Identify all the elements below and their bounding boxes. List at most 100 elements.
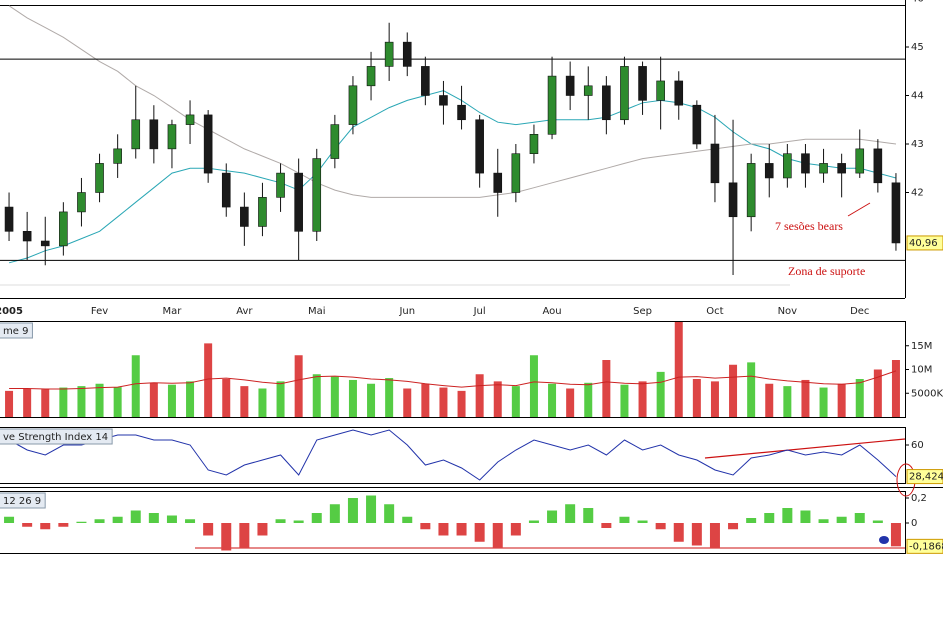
moving-average xyxy=(8,5,897,198)
x-tick-label: Aou xyxy=(542,306,561,317)
volume-bar xyxy=(584,382,593,417)
panel-title: ve Strength Index 14 xyxy=(3,432,108,443)
candle-body xyxy=(583,85,593,96)
histogram-bar xyxy=(185,519,196,523)
candle-body xyxy=(457,104,466,121)
candle-body xyxy=(221,172,231,208)
last-value-box xyxy=(906,469,943,485)
histogram-bar xyxy=(890,523,901,547)
moving-average xyxy=(8,90,897,264)
candle-body xyxy=(240,206,249,227)
histogram-bar xyxy=(601,523,612,528)
histogram-bar xyxy=(239,523,250,548)
volume-bar xyxy=(710,381,719,417)
volume-bar xyxy=(855,379,864,417)
volume-bar xyxy=(367,383,376,417)
volume-bar xyxy=(837,383,846,417)
histogram-bar xyxy=(438,523,449,536)
candle-body xyxy=(529,134,539,155)
last-value-label: -0,1868 xyxy=(909,541,943,552)
volume-bar xyxy=(421,383,430,417)
candle-body xyxy=(77,192,86,213)
frame-box xyxy=(0,427,906,484)
x-tick-label: Mai xyxy=(308,306,326,317)
histogram-bar xyxy=(655,523,666,530)
candle-body xyxy=(59,211,68,247)
histogram-bar xyxy=(836,516,847,523)
volume-bar xyxy=(41,389,50,417)
candle-body xyxy=(22,231,32,242)
candle-body xyxy=(402,41,412,67)
volume-bar xyxy=(167,384,176,417)
histogram-bar xyxy=(637,520,648,523)
y-tick-label: 5000K xyxy=(911,388,943,399)
histogram-bar xyxy=(782,508,793,523)
volume-bar xyxy=(131,355,140,417)
candle-body xyxy=(710,143,720,184)
histogram-bar xyxy=(347,498,358,523)
histogram-bar xyxy=(257,523,268,536)
histogram-bar xyxy=(384,504,395,523)
candle-body xyxy=(312,158,322,232)
volume-bar xyxy=(602,360,611,417)
candle-body xyxy=(565,75,575,96)
y-tick-label: 10M xyxy=(911,365,932,376)
histogram-bar xyxy=(619,516,630,523)
volume-bar xyxy=(77,386,86,417)
y-tick-label: 0 xyxy=(911,518,917,529)
candle-body xyxy=(113,148,122,164)
histogram-bar xyxy=(4,516,15,523)
candle-body xyxy=(294,172,303,232)
candle-body xyxy=(185,114,195,125)
last-value-box xyxy=(906,235,943,251)
candle-body xyxy=(276,172,285,198)
candle-body xyxy=(203,114,213,174)
x-tick-label: Sep xyxy=(633,306,652,317)
panel-title: 12 26 9 xyxy=(3,496,41,507)
candle-body xyxy=(4,206,14,232)
volume-bar xyxy=(493,381,502,417)
x-tick-label: Nov xyxy=(778,306,798,317)
candle-body xyxy=(837,163,846,174)
y-tick-label: 0,2 xyxy=(911,493,927,504)
histogram-bar xyxy=(764,513,775,523)
volume-bar xyxy=(5,390,14,417)
y-tick-label: 15M xyxy=(911,341,932,352)
histogram-bar xyxy=(148,513,159,523)
histogram-bar xyxy=(547,510,558,523)
volume-bar xyxy=(222,379,231,417)
volume-bar xyxy=(548,383,557,417)
volume-bar xyxy=(765,383,774,417)
candle-body xyxy=(131,119,141,150)
volume-bar xyxy=(330,376,339,417)
volume-bar xyxy=(529,355,538,417)
candle-body xyxy=(656,80,665,101)
candle-body xyxy=(764,163,774,179)
panel-title: me 9 xyxy=(3,326,28,337)
histogram-bar xyxy=(329,504,340,523)
volume-bar xyxy=(403,388,412,417)
histogram-bar xyxy=(293,520,304,523)
x-tick-label: Avr xyxy=(236,306,253,317)
volume-bar xyxy=(511,386,520,417)
panel-title-box xyxy=(0,322,33,339)
volume-bar xyxy=(620,384,629,417)
histogram-bar xyxy=(474,523,485,542)
annotation: Zona de suporte xyxy=(788,264,865,278)
x-tick-label: Mar xyxy=(163,306,183,317)
candle-body xyxy=(330,124,340,159)
volume-bar xyxy=(638,381,647,417)
volume-bar xyxy=(801,379,810,417)
y-tick-label: 60 xyxy=(911,440,924,451)
candle-body xyxy=(692,104,702,145)
volume-bar xyxy=(258,388,267,417)
x-tick-label: Fev xyxy=(91,306,108,317)
histogram-bar xyxy=(112,516,123,523)
histogram-bar xyxy=(22,523,33,527)
volume-bar xyxy=(348,379,357,417)
histogram-bar xyxy=(366,495,377,523)
candle-body xyxy=(547,75,557,135)
histogram-bar xyxy=(203,523,214,536)
